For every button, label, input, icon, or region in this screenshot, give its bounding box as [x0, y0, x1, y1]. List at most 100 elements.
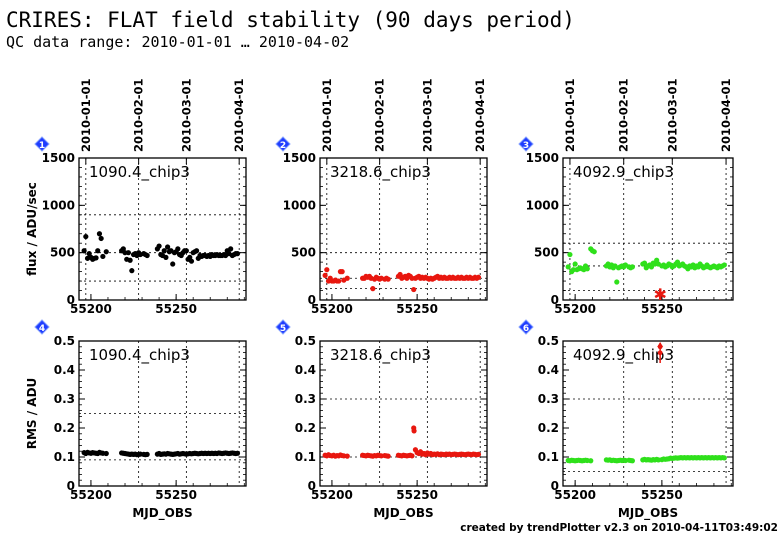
outlier-point	[657, 350, 663, 356]
panel-label: 1090.4_chip3	[89, 346, 190, 365]
data-point	[93, 255, 99, 261]
y-tick-label: 0.5	[295, 334, 316, 348]
data-point	[188, 258, 195, 264]
y-tick-label: 0.5	[54, 334, 75, 348]
y-tick-label: 0.4	[54, 363, 75, 377]
y-tick-label: 0	[551, 479, 559, 493]
data-point	[324, 267, 330, 273]
x-axis-label: MJD_OBS	[618, 506, 678, 521]
data-point	[411, 428, 417, 434]
chart-panel-3: 0 500 1000 1500 55200 55250 2010-01-01 2010-02-…	[518, 78, 734, 316]
y-tick-label: 0.3	[538, 392, 559, 406]
data-point	[629, 264, 635, 270]
data-point	[144, 451, 150, 457]
data-point	[81, 248, 87, 254]
data-point	[103, 450, 109, 457]
page-subtitle: QC data range: 2010-01-01 … 2010-04-02	[6, 33, 350, 51]
panel-label: 4092.9_chip3	[573, 346, 674, 365]
data-point	[641, 260, 648, 266]
y-axis-label: RMS / ADU	[25, 378, 39, 450]
y-tick-label: 1500	[526, 151, 559, 165]
y-tick-label: 0.2	[538, 421, 559, 435]
panel-badge-icon	[518, 136, 534, 152]
x-tick-label: 55200	[311, 302, 353, 316]
y-tick-label: 0.1	[295, 450, 316, 464]
chart-panel-6: 0 0.1 0.2 0.3 0.4 0.5 55200 55250 MJD_OBS 4092.9_…	[518, 319, 734, 521]
data-point	[175, 246, 181, 252]
data-point	[385, 453, 391, 459]
panel-badge-icon	[275, 319, 291, 335]
data-point	[721, 455, 727, 461]
y-tick-label: 0	[551, 293, 559, 307]
data-point	[165, 244, 171, 250]
data-point	[322, 272, 328, 278]
data-point	[163, 254, 169, 260]
panel-badge-icon	[34, 319, 50, 335]
x-tick-label: 55250	[396, 302, 438, 316]
data-point	[156, 243, 162, 249]
page-title: CRIRES: FLAT field stability (90 days pe…	[6, 8, 575, 32]
data-point	[588, 458, 594, 464]
data-point	[170, 261, 176, 267]
x-tick-label: 55200	[70, 488, 112, 502]
y-tick-label: 500	[291, 246, 316, 260]
y-tick-label: 1000	[42, 198, 75, 212]
chart-panel-5: 0 0.1 0.2 0.3 0.4 0.5 55200 55250 MJD_OBS 3218.6_…	[275, 319, 488, 521]
data-point	[629, 458, 635, 464]
x-axis-label: MJD_OBS	[373, 506, 433, 521]
y-tick-label: 500	[534, 246, 559, 260]
x-tick-label: 55200	[554, 488, 596, 502]
chart-panel-2: 0 500 1000 1500 55200 55250 2010-01-01 2010-02-…	[275, 78, 488, 316]
data-point	[161, 248, 167, 254]
plot-frame	[319, 157, 488, 301]
x-tick-label: 55250	[155, 488, 197, 502]
footer-credit: created by trendPlotter v2.3 on 2010-04-…	[460, 522, 778, 534]
panel-label: 4092.9_chip3	[573, 163, 674, 182]
y-tick-label: 0.3	[295, 392, 316, 406]
y-tick-label: 0.2	[54, 421, 75, 435]
top-date-label: 2010-04-01	[719, 78, 733, 152]
panel-badge-icon	[34, 136, 50, 152]
data-point	[567, 251, 573, 258]
plot-frame	[319, 340, 488, 487]
data-point	[339, 269, 345, 275]
top-date-label: 2010-01-01	[320, 78, 334, 152]
data-point	[98, 235, 104, 242]
y-tick-label: 1500	[42, 151, 75, 165]
x-tick-label: 55250	[641, 488, 683, 502]
y-tick-label: 0.4	[295, 363, 316, 377]
panel-badge-number: 3	[523, 141, 529, 151]
panel-badge-number: 1	[39, 141, 45, 151]
panel-badge-icon	[518, 319, 534, 335]
data-point	[572, 261, 578, 267]
y-tick-label: 0.5	[538, 334, 559, 348]
data-point	[103, 249, 109, 255]
y-tick-label: 1000	[283, 198, 316, 212]
x-tick-label: 55250	[155, 302, 197, 316]
data-point	[83, 233, 89, 240]
data-point	[721, 262, 727, 268]
data-point	[475, 274, 482, 280]
plot-frame	[562, 157, 734, 301]
plot-frame	[562, 340, 734, 487]
outlier-marker: ✱	[653, 285, 666, 304]
plot-frame	[78, 157, 247, 301]
panel-badge-number: 4	[39, 324, 45, 334]
y-tick-label: 1000	[526, 198, 559, 212]
panel-badge-number: 5	[280, 324, 286, 334]
y-tick-label: 1500	[283, 151, 316, 165]
data-point	[565, 264, 571, 270]
data-point	[614, 279, 620, 285]
chart-panel-4: 0 0.1 0.2 0.3 0.4 0.5 55200 55250 RMS / ADU MJD_O…	[25, 319, 247, 521]
panel-badge-number: 6	[523, 324, 529, 334]
y-tick-label: 0.4	[538, 363, 559, 377]
data-point	[344, 275, 350, 281]
data-point	[336, 278, 342, 284]
y-tick-label: 0.2	[295, 421, 316, 435]
y-tick-label: 500	[50, 246, 75, 260]
y-tick-label: 0	[67, 479, 75, 493]
x-tick-label: 55250	[396, 488, 438, 502]
x-axis-label: MJD_OBS	[132, 506, 192, 521]
data-point	[193, 248, 200, 254]
